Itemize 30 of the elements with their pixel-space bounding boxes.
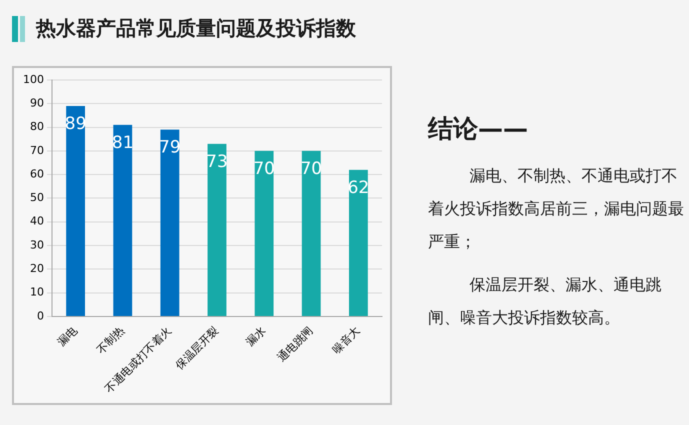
y-tick-label: 70 [30,144,44,157]
bar [349,170,368,316]
text: 结论—— [428,113,529,145]
data-label: 73 [206,152,228,172]
y-tick-label: 20 [30,262,44,276]
y-tick-label: 90 [30,96,44,110]
x-tick-label: 漏水 [244,324,268,349]
bar [113,124,132,316]
data-label: 81 [112,132,134,153]
y-tick-label: 80 [30,120,44,134]
x-tick-label: 不制热 [94,324,127,357]
chart-title: 热水器产品常见质量问题及投诉指数 [36,15,356,42]
x-tick-label: 噪音大 [330,324,363,357]
y-tick-label: 100 [22,72,44,86]
text: 保温层开裂、漏水、通电跳闸、噪音大投诉指数较高。 [428,274,663,329]
bar [254,150,274,316]
y-tick-label: 40 [30,214,44,228]
x-tick-label: 保温层开裂 [173,324,222,372]
y-tick-label: 0 [36,309,44,322]
bar [302,150,321,316]
y-tick-label: 30 [30,238,44,252]
bar [160,130,180,316]
y-tick-label: 60 [30,167,44,180]
y-tick-label: 10 [30,286,44,299]
bar [66,106,85,316]
x-tick-label: 通电跳闸 [275,324,316,364]
y-tick-label: 50 [30,191,44,204]
bar [208,144,226,316]
text: 漏电、不制热、不通电或打不着火投诉指数高居前三，漏电问题最严重； [428,165,685,253]
x-tick-label: 漏电 [54,324,80,349]
